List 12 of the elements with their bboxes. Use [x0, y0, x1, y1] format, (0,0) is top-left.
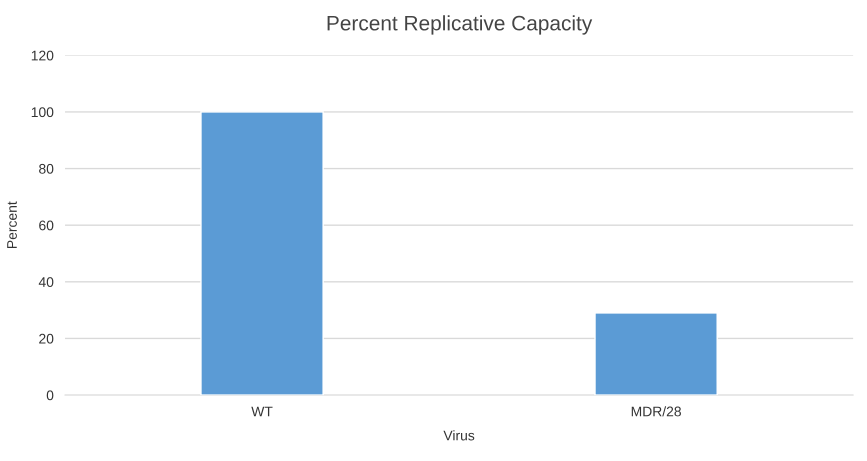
x-tick-label: MDR/28 [632, 406, 681, 416]
chart-title: Percent Replicative Capacity [328, 15, 592, 35]
y-tick-label: 40 [38, 277, 54, 287]
x-axis-title: Virus [443, 430, 474, 440]
y-tick-label: 80 [39, 164, 54, 174]
y-tick-label: 100 [32, 107, 54, 118]
y-tick-label: 120 [32, 50, 54, 60]
y-tick-label: 0 [46, 390, 54, 400]
y-tick-label: 60 [39, 220, 54, 230]
y-tick-label: 20 [39, 334, 54, 344]
y-axis-title: Percent [7, 201, 17, 248]
x-tick-label: WT [251, 406, 273, 416]
